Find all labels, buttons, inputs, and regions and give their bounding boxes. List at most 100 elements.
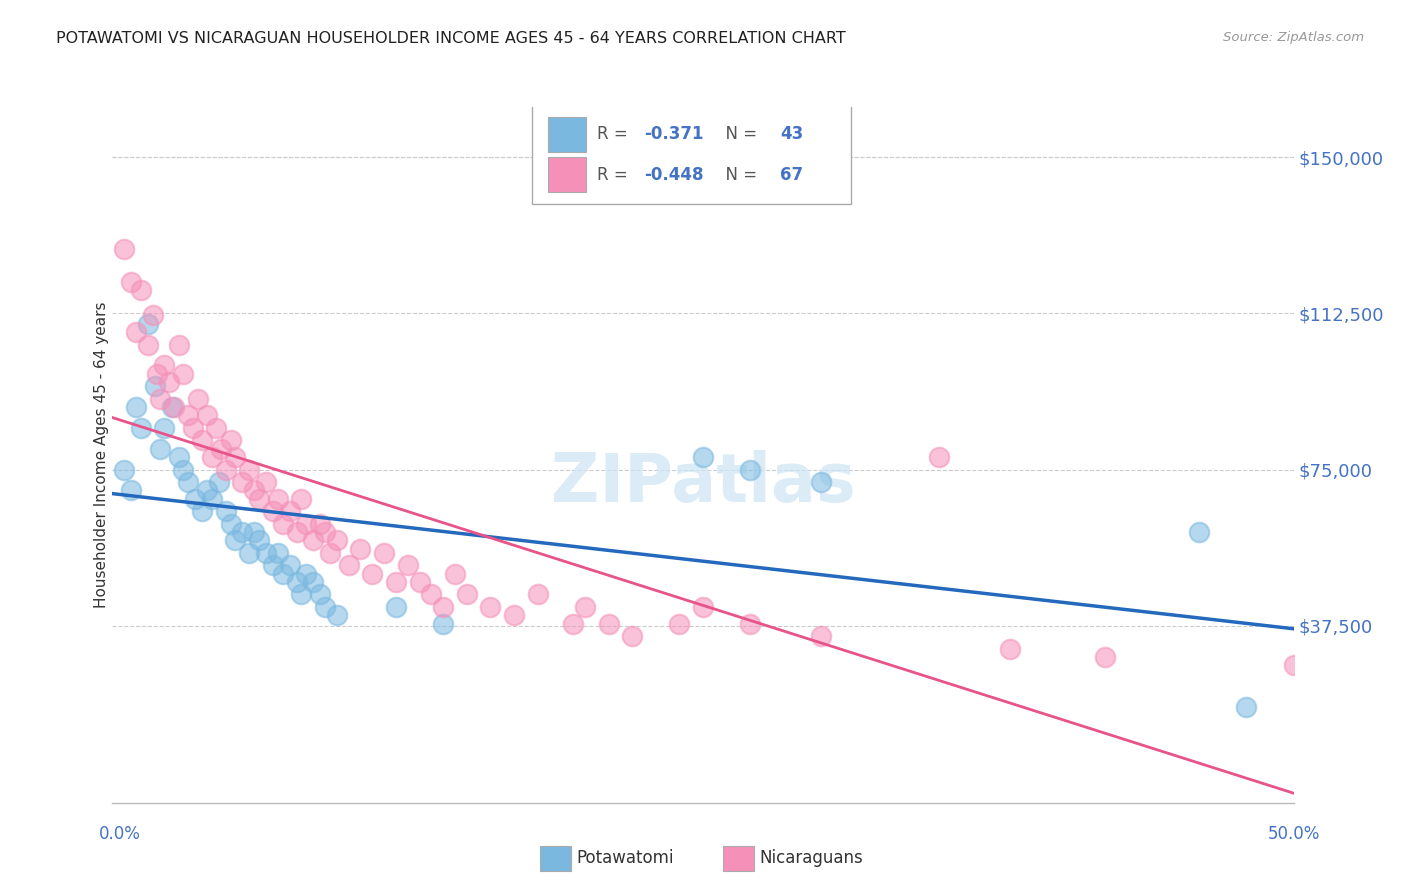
Point bbox=[267, 546, 290, 560]
Point bbox=[224, 533, 246, 548]
Point bbox=[215, 504, 238, 518]
Point bbox=[262, 558, 284, 573]
Text: Potawatomi: Potawatomi bbox=[576, 849, 673, 867]
Point bbox=[231, 475, 253, 489]
Point bbox=[562, 616, 585, 631]
Point bbox=[810, 629, 832, 643]
Point bbox=[1188, 524, 1211, 539]
Point bbox=[112, 462, 135, 476]
Text: N =: N = bbox=[714, 125, 762, 144]
Point bbox=[314, 524, 336, 539]
Point bbox=[195, 409, 218, 423]
Point bbox=[191, 504, 214, 518]
Point bbox=[574, 599, 596, 614]
Point bbox=[146, 367, 169, 381]
Point bbox=[254, 475, 277, 489]
Point bbox=[201, 450, 224, 464]
Point bbox=[224, 450, 246, 464]
Point bbox=[432, 599, 454, 614]
Point bbox=[998, 641, 1021, 656]
Point bbox=[319, 546, 342, 560]
Point bbox=[247, 491, 270, 506]
Point bbox=[271, 516, 294, 531]
Point bbox=[314, 599, 336, 614]
Text: -0.448: -0.448 bbox=[644, 166, 703, 184]
Point bbox=[1282, 658, 1305, 673]
Point bbox=[205, 421, 228, 435]
Text: R =: R = bbox=[596, 125, 633, 144]
Point bbox=[302, 574, 325, 589]
Point bbox=[153, 359, 176, 373]
Point bbox=[125, 400, 148, 414]
Point bbox=[740, 616, 762, 631]
Point bbox=[181, 421, 204, 435]
Point bbox=[810, 475, 832, 489]
Point bbox=[120, 483, 142, 498]
Point bbox=[238, 462, 260, 476]
Point bbox=[295, 516, 318, 531]
Point bbox=[247, 533, 270, 548]
Point bbox=[373, 546, 395, 560]
Point bbox=[526, 587, 548, 601]
Point bbox=[172, 367, 194, 381]
Text: R =: R = bbox=[596, 166, 633, 184]
Text: Nicaraguans: Nicaraguans bbox=[759, 849, 863, 867]
Point bbox=[285, 574, 308, 589]
Point bbox=[153, 421, 176, 435]
Point bbox=[432, 616, 454, 631]
Point bbox=[201, 491, 224, 506]
Point bbox=[309, 516, 332, 531]
Point bbox=[479, 599, 502, 614]
Point bbox=[290, 587, 312, 601]
Point bbox=[191, 434, 214, 448]
Point bbox=[157, 375, 180, 389]
Point bbox=[267, 491, 290, 506]
Point bbox=[326, 608, 349, 623]
FancyBboxPatch shape bbox=[531, 103, 851, 204]
Point bbox=[136, 317, 159, 331]
Point bbox=[456, 587, 478, 601]
Point bbox=[149, 392, 172, 406]
Point bbox=[167, 337, 190, 351]
Point bbox=[136, 337, 159, 351]
Point bbox=[385, 599, 408, 614]
Point bbox=[444, 566, 467, 581]
Point bbox=[309, 587, 332, 601]
Y-axis label: Householder Income Ages 45 - 64 years: Householder Income Ages 45 - 64 years bbox=[94, 301, 108, 608]
FancyBboxPatch shape bbox=[548, 117, 586, 152]
Point bbox=[163, 400, 186, 414]
Point bbox=[160, 400, 183, 414]
Point bbox=[740, 462, 762, 476]
Point bbox=[143, 379, 166, 393]
Point bbox=[361, 566, 384, 581]
Point bbox=[167, 450, 190, 464]
Point bbox=[295, 566, 318, 581]
Point bbox=[142, 309, 165, 323]
Text: N =: N = bbox=[714, 166, 762, 184]
Point bbox=[219, 434, 242, 448]
Text: 67: 67 bbox=[780, 166, 803, 184]
Point bbox=[125, 325, 148, 339]
Point bbox=[209, 442, 232, 456]
Point bbox=[385, 574, 408, 589]
Point bbox=[598, 616, 620, 631]
Point bbox=[184, 491, 207, 506]
Point bbox=[172, 462, 194, 476]
Point bbox=[238, 546, 260, 560]
Point bbox=[186, 392, 208, 406]
Point bbox=[278, 558, 301, 573]
Point bbox=[208, 475, 231, 489]
Text: 50.0%: 50.0% bbox=[1267, 825, 1320, 843]
Point bbox=[177, 475, 200, 489]
Point bbox=[254, 546, 277, 560]
Point bbox=[271, 566, 294, 581]
Point bbox=[668, 616, 690, 631]
Point bbox=[1234, 700, 1257, 714]
Point bbox=[503, 608, 526, 623]
Text: POTAWATOMI VS NICARAGUAN HOUSEHOLDER INCOME AGES 45 - 64 YEARS CORRELATION CHART: POTAWATOMI VS NICARAGUAN HOUSEHOLDER INC… bbox=[56, 31, 846, 46]
Point bbox=[420, 587, 443, 601]
Point bbox=[290, 491, 312, 506]
Point bbox=[408, 574, 430, 589]
Point bbox=[149, 442, 172, 456]
Point bbox=[337, 558, 360, 573]
